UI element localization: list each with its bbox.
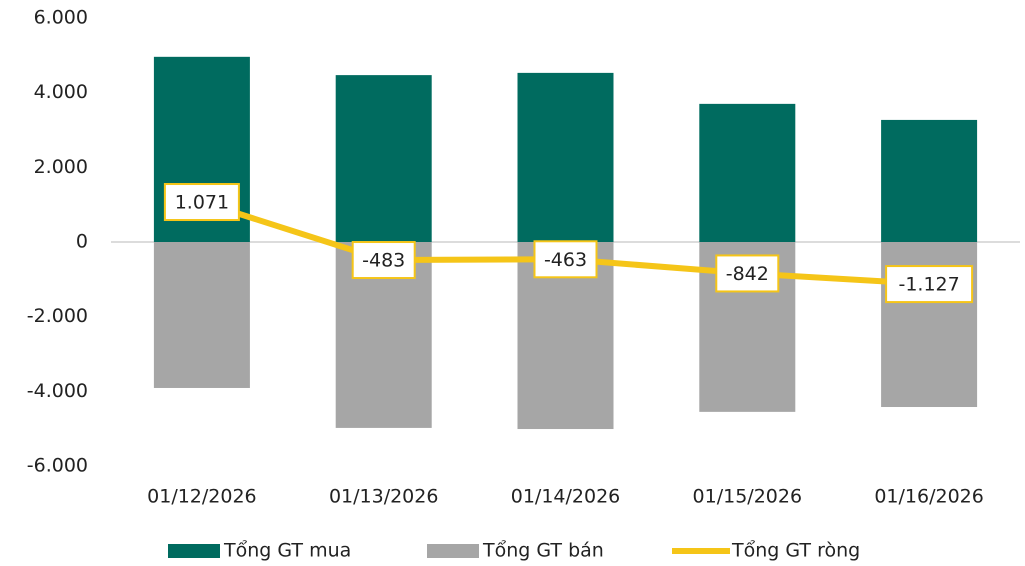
bar <box>153 242 250 388</box>
label-box <box>163 183 240 222</box>
bar <box>699 103 796 242</box>
x-tick-label: 01/14/2026 <box>511 486 621 508</box>
data-label: 1.071 <box>175 192 229 214</box>
label-box <box>351 241 416 280</box>
legend-label: Tổng GT bán <box>482 540 604 562</box>
legend-label: Tổng GT mua <box>223 540 351 562</box>
bar <box>881 119 978 242</box>
data-label: -842 <box>726 263 769 285</box>
legend-label: Tổng GT ròng <box>731 540 860 562</box>
x-tick-label: 01/12/2026 <box>147 486 257 508</box>
y-tick-label: -4.000 <box>27 380 88 402</box>
label-box <box>533 240 598 279</box>
y-tick-label: 0 <box>76 231 88 253</box>
y-tick-label: 4.000 <box>34 81 88 103</box>
label-box <box>885 265 974 304</box>
legend-swatch <box>168 544 220 558</box>
bar <box>335 75 432 243</box>
label-box <box>715 254 780 293</box>
x-tick-label: 01/16/2026 <box>874 486 984 508</box>
bar <box>517 72 614 242</box>
y-tick-label: -6.000 <box>27 455 88 477</box>
data-label: -1.127 <box>898 274 959 296</box>
y-tick-label: 6.000 <box>34 7 88 29</box>
x-tick-label: 01/13/2026 <box>329 486 439 508</box>
y-tick-label: 2.000 <box>34 156 88 178</box>
legend-swatch <box>427 544 479 558</box>
y-tick-label: -2.000 <box>27 305 88 327</box>
data-label: -463 <box>544 249 587 271</box>
data-label: -483 <box>362 250 405 272</box>
x-tick-label: 01/15/2026 <box>693 486 803 508</box>
